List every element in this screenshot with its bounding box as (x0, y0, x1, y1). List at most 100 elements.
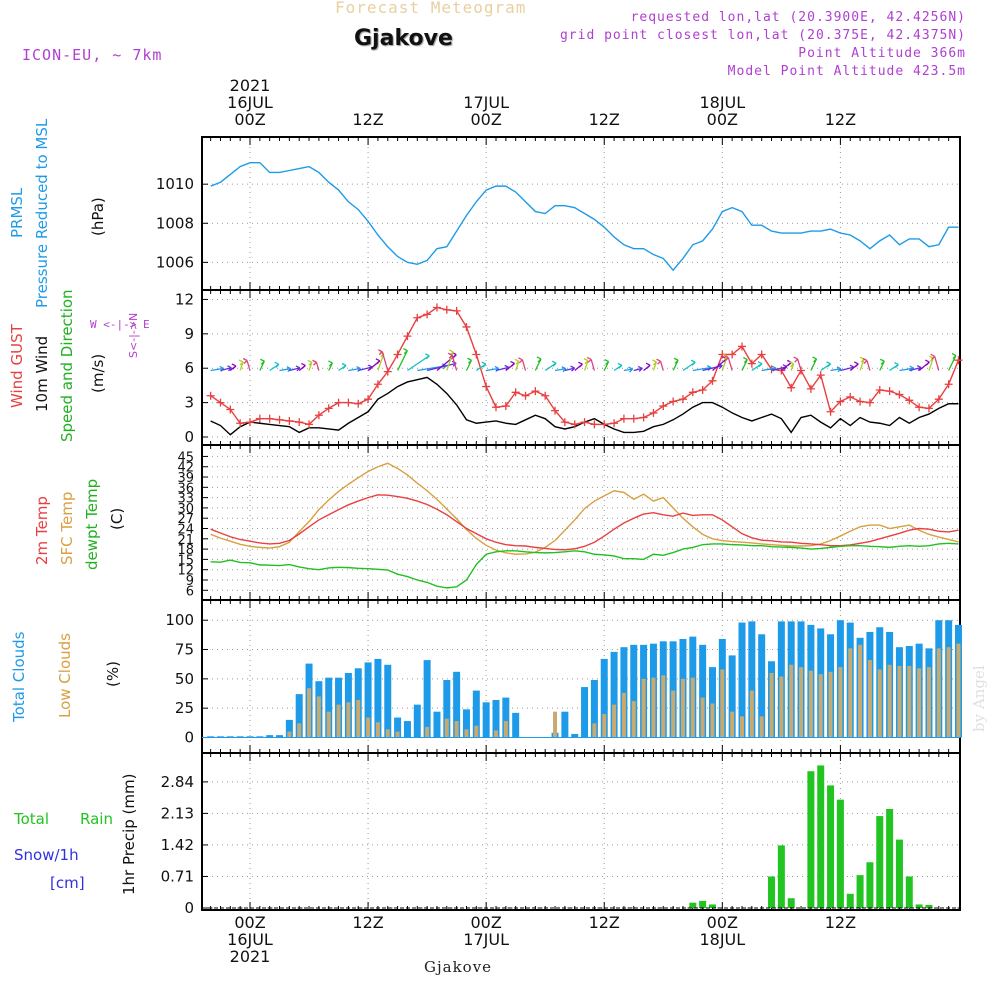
rain-bar (787, 898, 795, 908)
snow-label: Snow/1h (14, 846, 79, 864)
wind-arrow (534, 358, 542, 371)
gust-line-point (728, 350, 737, 359)
footer-location: Gjakove (424, 958, 493, 976)
total-cloud-bar (374, 658, 382, 738)
wind-arrow (859, 359, 865, 371)
gust-line-point (885, 387, 894, 396)
wind-arrow-head (812, 356, 817, 363)
model-point-altitude: Model Point Altitude 423.5m (727, 64, 966, 79)
wind-arrow-head (586, 356, 592, 363)
y-tick-label: 18 (177, 543, 194, 558)
gust-line-point (531, 387, 540, 396)
wind-arrow-head (481, 361, 487, 368)
wind-arrow-head (447, 352, 453, 359)
gust-line-point (846, 392, 855, 401)
gust-line-point (590, 420, 599, 429)
time-tick-label: 17JUL 00Z (446, 77, 526, 128)
total-cloud-bar (590, 680, 598, 738)
gust-line-point (836, 397, 845, 406)
time-tick-label: 18JUL 00Z (682, 77, 762, 128)
total-cloud-bar (246, 736, 254, 738)
wind-arrow-head (894, 362, 899, 369)
low-cloud-bar (641, 678, 646, 738)
wind-arrow-head (510, 360, 515, 367)
y-tick-label: 25 (175, 699, 194, 717)
low-cloud-bar (631, 701, 636, 738)
wind-arrow (797, 358, 802, 371)
wind-arrow (315, 362, 320, 371)
low-cloud-bar (936, 648, 941, 738)
gust-line-point (413, 313, 422, 322)
total-cloud-bar (423, 660, 431, 738)
gust-line-point (708, 376, 717, 385)
wind-arrow (289, 367, 301, 372)
gust-line-point (757, 350, 766, 359)
wind-arrow (928, 357, 934, 371)
rain-bar (836, 799, 844, 908)
gust-line-point (816, 371, 825, 380)
wind-arrow (652, 361, 658, 371)
requested-coords: requested lon,lat (20.3900E, 42.4256N) (630, 10, 966, 25)
time-tick-label: 00Z 18JUL (682, 914, 762, 965)
time-tick-line2: 18JUL (699, 93, 746, 112)
rain-bar (689, 902, 697, 908)
total-cloud-bar (276, 735, 284, 738)
gust-line-point (472, 350, 481, 359)
wind-arrow (810, 358, 818, 371)
low-cloud-bar (789, 664, 794, 738)
time-tick-line2: 17JUL (463, 930, 509, 949)
low-cloud-bar (287, 731, 292, 738)
gust-line-point (265, 414, 274, 423)
wind-arrow-head (836, 366, 842, 373)
wind-arrow (377, 353, 385, 371)
low-cloud-bar (710, 703, 715, 738)
total-cloud-bar (738, 622, 746, 738)
t2m-line (210, 494, 959, 551)
total-cloud-bar (581, 687, 589, 738)
wind-arrow-head (637, 365, 643, 372)
low-cloud-bar (454, 721, 459, 738)
low-cloud-bar (671, 690, 676, 738)
gust-line-point (364, 395, 373, 404)
wind-arrow-head (862, 357, 868, 364)
wind-arrow (623, 368, 633, 372)
y-tick-label: 100 (165, 611, 194, 629)
y-tick-label: 0 (184, 899, 194, 917)
time-tick-line1: 12Z (588, 913, 620, 932)
wind-arrow (840, 366, 855, 372)
total-cloud-bar (512, 712, 520, 738)
y-tick-label: 9 (186, 574, 194, 589)
y-tick-label: 1006 (156, 253, 194, 271)
gust-line-point (698, 386, 707, 394)
time-tick-line3: 12Z (588, 110, 620, 129)
wind-arrow-head (227, 365, 232, 372)
low-cloud-bar (838, 667, 843, 738)
wind-arrow-head (295, 365, 301, 372)
gust-line-point (492, 403, 500, 412)
gust-line-point (688, 388, 697, 397)
wind-arrow-head (238, 359, 244, 366)
total-cloud-bar (443, 680, 451, 738)
time-tick-line3: 00Z (706, 110, 738, 129)
wind-arrow-head (307, 359, 313, 366)
wind-arrow-head (570, 365, 576, 372)
gust-line-point (206, 391, 215, 400)
total-cloud-bar (600, 658, 608, 738)
rain-bar (777, 845, 785, 908)
low-cloud-bar (867, 660, 872, 738)
time-tick-label: 12Z (564, 77, 644, 128)
pressure-line (210, 161, 959, 272)
model-label: ICON-EU, ~ 7km (22, 46, 163, 64)
rain-bar (905, 876, 913, 908)
gust-line (210, 306, 960, 426)
wind-arrow-head (826, 361, 832, 368)
low-cloud-bar (444, 718, 449, 738)
low-cloud-bar (720, 669, 725, 738)
wind-arrow (521, 359, 527, 371)
gust-line-point (403, 332, 412, 341)
rain-bar (856, 875, 864, 908)
time-tick-label: 12Z (800, 914, 880, 965)
y-tick-label: 9 (184, 325, 194, 343)
low-cloud-bar (887, 664, 892, 738)
rain-bar (876, 816, 884, 908)
